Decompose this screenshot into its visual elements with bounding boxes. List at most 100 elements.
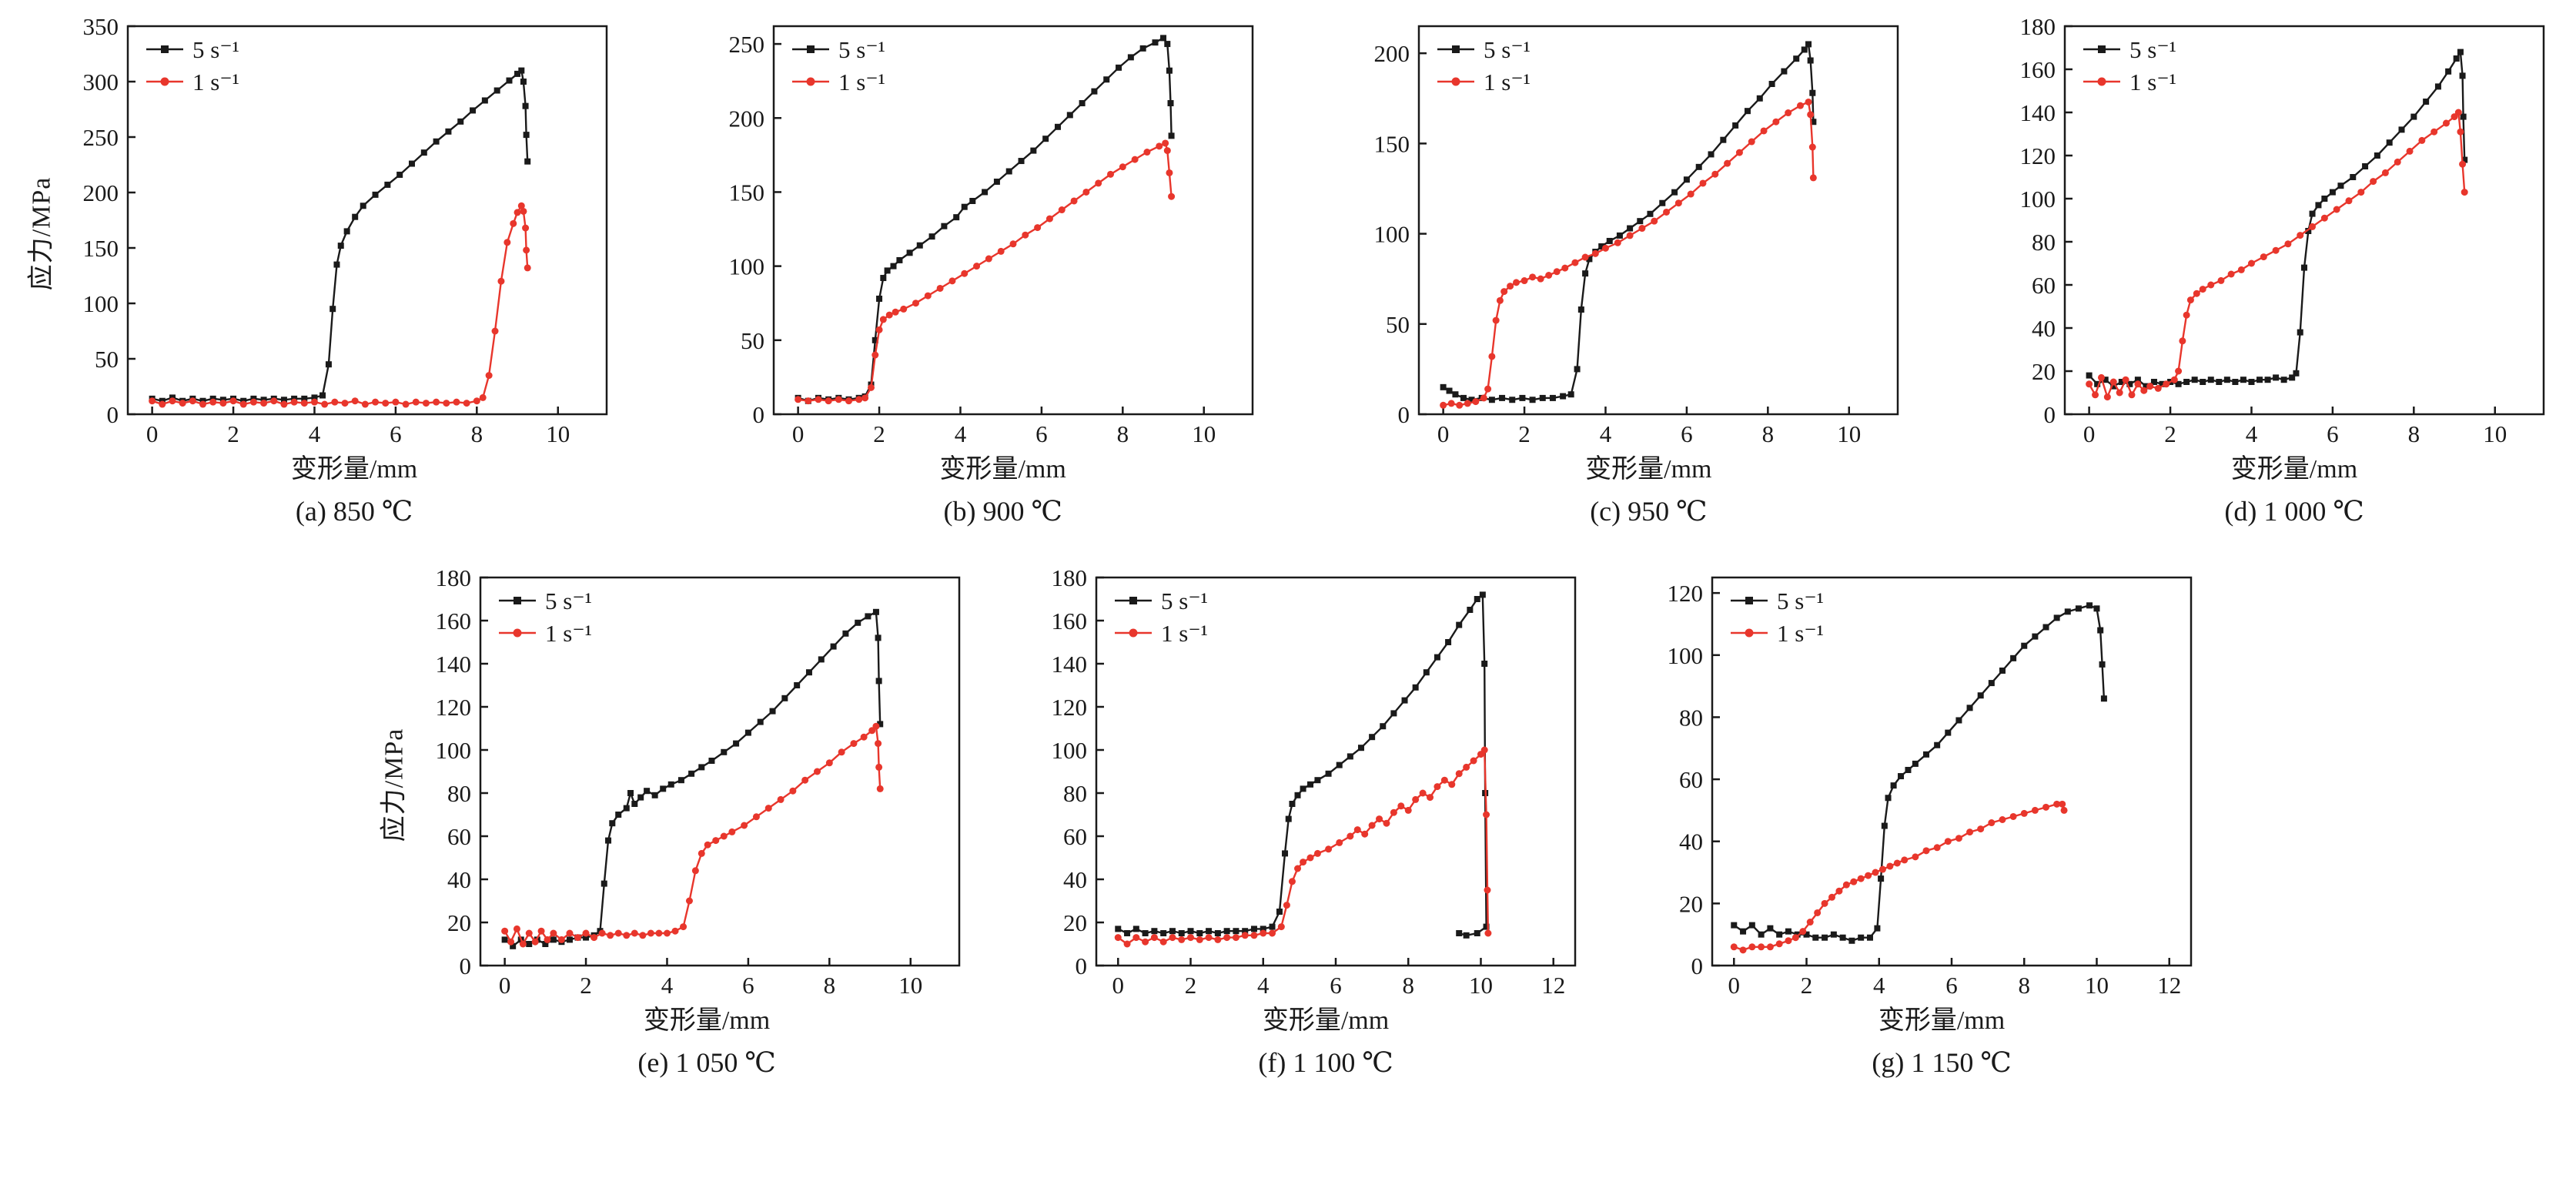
svg-text:0: 0 [1076,952,1088,979]
svg-text:150: 150 [728,179,764,206]
svg-text:4: 4 [1257,972,1270,999]
svg-text:2: 2 [1185,972,1197,999]
svg-text:20: 20 [1679,890,1703,917]
subplot-f: 0 2 4 6 8 10 12 0 20 40 60 80 100 120 140 160 180 5 s⁻¹ 1 … [1025,565,1587,1083]
svg-text:20: 20 [447,909,471,936]
svg-text:0: 0 [1437,420,1450,447]
svg-text:10: 10 [1469,972,1493,999]
x-axis-title: 变形量/mm [1585,455,1712,484]
subplot-a: 应力/MPa 0 2 4 6 8 10 0 50 100 150 200 250 300 350 5 s⁻¹… [20,14,619,531]
svg-text:140: 140 [2019,99,2056,126]
subplot-e: 应力/MPa 0 2 4 6 8 10 0 20 40 60 80 100 120 140 160 180 5 … [373,565,972,1083]
subplot-caption-e: (e) 1 050 ℃ [637,1047,776,1078]
svg-text:6: 6 [390,420,402,447]
svg-text:0: 0 [460,952,472,979]
svg-text:100: 100 [728,253,764,280]
svg-text:0: 0 [1691,952,1704,979]
svg-text:5 s⁻¹: 5 s⁻¹ [545,587,592,614]
svg-text:8: 8 [1402,972,1414,999]
svg-text:60: 60 [1063,823,1087,850]
svg-text:1 s⁻¹: 1 s⁻¹ [1161,620,1208,647]
svg-text:250: 250 [83,124,119,151]
svg-text:8: 8 [2018,972,2030,999]
svg-text:150: 150 [83,235,119,262]
svg-text:4: 4 [954,420,966,447]
svg-text:5 s⁻¹: 5 s⁻¹ [2129,36,2176,63]
subplot-caption-f: (f) 1 100 ℃ [1258,1047,1393,1078]
y-axis-title-wrap-e: 应力/MPa [373,565,410,1004]
subplot-b: 0 2 4 6 8 10 0 50 100 150 200 250 5 s⁻¹ 1 s⁻¹ 变形量/mm … [703,14,1265,531]
svg-text:160: 160 [436,608,472,634]
svg-text:350: 350 [83,14,119,40]
svg-text:8: 8 [2408,420,2420,447]
svg-text:100: 100 [1052,737,1088,764]
svg-text:20: 20 [1063,909,1087,936]
svg-text:160: 160 [1052,608,1088,634]
svg-text:150: 150 [1374,130,1410,157]
svg-text:12: 12 [1541,972,1565,999]
subplot-caption-g: (g) 1 150 ℃ [1872,1047,2012,1078]
svg-text:120: 120 [1052,694,1088,721]
svg-text:80: 80 [447,780,471,807]
svg-text:0: 0 [499,972,511,999]
svg-text:40: 40 [447,866,471,893]
svg-text:8: 8 [1116,420,1129,447]
subplot-caption-b: (b) 900 ℃ [943,496,1062,527]
svg-text:6: 6 [2327,420,2339,447]
svg-text:1 s⁻¹: 1 s⁻¹ [192,69,239,95]
svg-text:50: 50 [741,327,764,354]
svg-text:2: 2 [2164,420,2176,447]
svg-text:60: 60 [447,823,471,850]
svg-text:0: 0 [107,401,119,428]
svg-text:10: 10 [546,420,570,447]
subplot-g: 0 2 4 6 8 10 12 0 20 40 60 80 100 120 5 s⁻¹ 1 s⁻¹ 变形量/m… [1641,565,2203,1083]
svg-text:0: 0 [752,401,764,428]
svg-text:4: 4 [1600,420,1612,447]
svg-text:1 s⁻¹: 1 s⁻¹ [545,620,592,647]
svg-text:80: 80 [2032,229,2056,256]
svg-text:80: 80 [1679,704,1703,731]
x-axis-title: 变形量/mm [643,1006,771,1035]
svg-text:180: 180 [1052,565,1088,591]
svg-text:160: 160 [2019,56,2056,83]
svg-text:200: 200 [1374,40,1410,67]
svg-text:60: 60 [1679,766,1703,793]
svg-text:5 s⁻¹: 5 s⁻¹ [1484,36,1531,63]
svg-text:5 s⁻¹: 5 s⁻¹ [838,36,885,63]
x-axis-title: 变形量/mm [939,455,1066,484]
svg-text:0: 0 [1112,972,1125,999]
svg-text:1 s⁻¹: 1 s⁻¹ [1484,69,1531,95]
svg-text:0: 0 [2043,401,2056,428]
svg-text:8: 8 [471,420,483,447]
svg-text:10: 10 [2085,972,2109,999]
x-axis-title: 变形量/mm [1878,1006,2006,1035]
subplot-caption-c: (c) 950 ℃ [1590,496,1708,527]
svg-text:0: 0 [146,420,159,447]
svg-text:0: 0 [1728,972,1741,999]
svg-text:200: 200 [83,179,119,206]
svg-text:0: 0 [792,420,805,447]
svg-text:5 s⁻¹: 5 s⁻¹ [1161,587,1208,614]
y-axis-title: 应力/MPa [27,176,56,290]
svg-text:60: 60 [2032,272,2056,299]
svg-text:5 s⁻¹: 5 s⁻¹ [1777,587,1824,614]
svg-text:2: 2 [1519,420,1531,447]
svg-text:120: 120 [1668,580,1704,607]
svg-text:40: 40 [2032,315,2056,342]
y-axis-title: 应力/MPa [380,728,409,842]
svg-text:10: 10 [898,972,922,999]
svg-text:300: 300 [83,69,119,95]
svg-text:120: 120 [436,694,472,721]
svg-text:6: 6 [742,972,754,999]
x-axis-title: 变形量/mm [2230,455,2358,484]
svg-text:10: 10 [2483,420,2507,447]
svg-text:8: 8 [1762,420,1775,447]
svg-text:5 s⁻¹: 5 s⁻¹ [192,36,239,63]
svg-text:100: 100 [1374,221,1410,248]
svg-text:250: 250 [728,31,764,58]
svg-text:12: 12 [2157,972,2181,999]
